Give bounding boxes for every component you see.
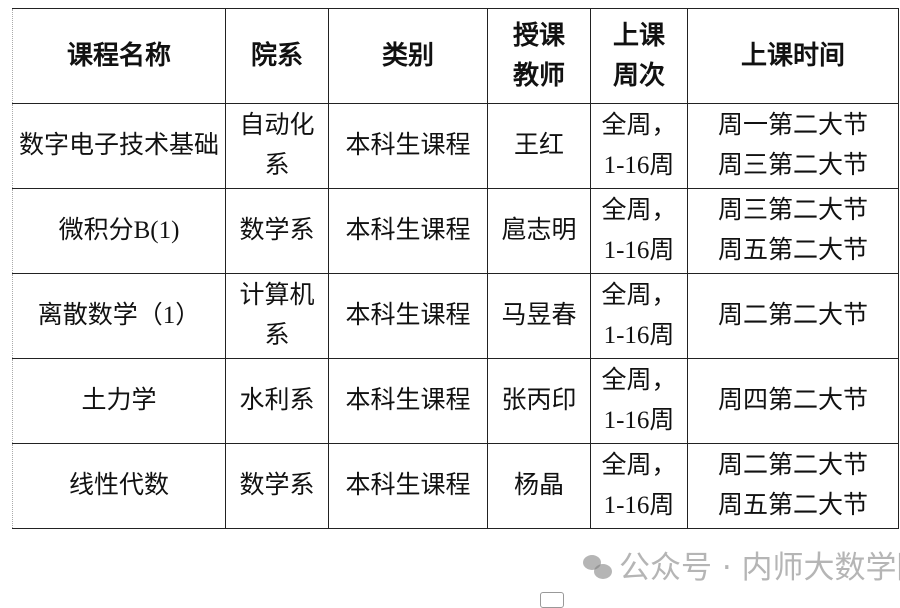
cell-type: 本科生课程 [328,273,488,359]
cell-course-text: 线性代数 [68,472,169,499]
cell-course-text: 离散数学（1） [37,302,201,329]
cell-weeks: 全周， 1-16周 [590,273,688,359]
table-row: 线性代数 数学系 本科生课程 杨晶 全周， 1-16周 周二第二大节 周五第二大节 [12,443,899,529]
wechat-icon [583,555,613,581]
cell-dept: 水利系 [225,358,329,444]
cell-weeks-text: 全周， [601,112,677,139]
watermark: 公众号 · 内师大数学院 [583,548,900,588]
cell-dept-text: 计算机系 [239,282,315,349]
cell-weeks-text: 1-16周 [603,492,675,519]
cell-weeks: 全周， 1-16周 [590,188,688,274]
cell-teacher: 张丙印 [487,358,591,444]
cell-course: 线性代数 [12,443,226,529]
cell-teacher-text: 马昱春 [501,302,577,329]
watermark-text: 公众号 · 内师大数学院 [619,550,900,586]
cell-weeks-text: 全周， [601,367,677,394]
cell-type-text: 本科生课程 [345,217,471,244]
cell-weeks-text: 1-16周 [603,322,675,349]
cell-course: 数字电子技术基础 [12,103,226,189]
cell-time-text: 周五第二大节 [717,492,868,519]
header-time: 上课时间 [687,8,899,104]
cell-time-text: 周一第二大节 [717,112,868,139]
course-schedule-table: 课程名称 院系 类别 授课教师 上课周次 上课时间 数字电子技术基础 自动化系本科… [12,8,899,529]
cell-teacher-text: 王红 [513,132,564,159]
cell-type-text: 本科生课程 [345,132,471,159]
cell-weeks: 全周， 1-16周 [590,358,688,444]
cell-time: 周二第二大节 周五第二大节 [687,443,899,529]
cell-time-text: 周五第二大节 [717,237,868,264]
cell-type: 本科生课程 [328,443,488,529]
cell-course: 土力学 [12,358,226,444]
header-dept: 院系 [225,8,329,104]
cell-type-text: 本科生课程 [345,302,471,329]
page-control[interactable] [540,592,564,608]
cell-dept: 自动化系 [225,103,329,189]
header-weeks: 上课周次 [590,8,688,104]
cell-teacher-text: 张丙印 [501,387,577,414]
cell-time-text: 周二第二大节 [717,452,868,479]
cell-time: 周一第二大节 周三第二大节 [687,103,899,189]
cell-course: 微积分B(1) [12,188,226,274]
cell-time-text: 周三第二大节 [717,197,868,224]
cell-dept-text: 数学系 [239,217,315,244]
table-row: 数字电子技术基础 自动化系 本科生课程 王红 全周， 1-16周 周一第二大节 周三第二大节 [12,103,899,189]
cell-weeks-text: 全周， [601,282,677,309]
table-row: 微积分B(1) 数学系 本科生课程 扈志明 全周， 1-16周 周三第二大节 周五第二大节 [12,188,899,274]
cell-time-text: 周三第二大节 [717,152,868,179]
cell-teacher: 王红 [487,103,591,189]
cell-weeks: 全周， 1-16周 [590,103,688,189]
cell-dept: 数学系 [225,443,329,529]
cell-teacher: 马昱春 [487,273,591,359]
cell-weeks-text: 1-16周 [603,407,675,434]
cell-course-text: 数字电子技术基础 [18,132,219,159]
header-teacher: 授课教师 [487,8,591,104]
cell-weeks-text: 全周， [601,197,677,224]
cell-course: 离散数学（1） [12,273,226,359]
cell-dept: 计算机系 [225,273,329,359]
cell-teacher-text: 杨晶 [513,472,564,499]
cell-type-text: 本科生课程 [345,472,471,499]
cell-dept-text: 水利系 [239,387,315,414]
cell-teacher-text: 扈志明 [501,217,577,244]
cell-weeks-text: 1-16周 [603,237,675,264]
cell-weeks-text: 1-16周 [603,152,675,179]
cell-time-text: 周二第二大节 [717,302,868,329]
cell-teacher: 扈志明 [487,188,591,274]
cell-course-text: 微积分B(1) [58,217,180,244]
header-course: 课程名称 [12,8,226,104]
cell-teacher: 杨晶 [487,443,591,529]
header-weeks-text: 上课周次 [612,21,665,90]
cell-weeks: 全周， 1-16周 [590,443,688,529]
cell-course-text: 土力学 [81,387,157,414]
cell-type: 本科生课程 [328,188,488,274]
table-row: 离散数学（1） 计算机系 本科生课程 马昱春 全周， 1-16周 周二第二大节 [12,273,899,359]
cell-time-text: 周四第二大节 [717,387,868,414]
cell-dept: 数学系 [225,188,329,274]
cell-type: 本科生课程 [328,103,488,189]
cell-time: 周二第二大节 [687,273,899,359]
cell-time: 周四第二大节 [687,358,899,444]
cell-time: 周三第二大节 周五第二大节 [687,188,899,274]
cell-weeks-text: 全周， [601,452,677,479]
cell-dept-text: 数学系 [239,472,315,499]
cell-dept-text: 自动化系 [239,112,315,179]
header-type: 类别 [328,8,488,104]
header-teacher-text: 授课教师 [512,21,565,90]
cell-type-text: 本科生课程 [345,387,471,414]
table-row: 土力学 水利系 本科生课程 张丙印 全周， 1-16周 周四第二大节 [12,358,899,444]
cell-type: 本科生课程 [328,358,488,444]
header-row: 课程名称 院系 类别 授课教师 上课周次 上课时间 [12,8,899,104]
